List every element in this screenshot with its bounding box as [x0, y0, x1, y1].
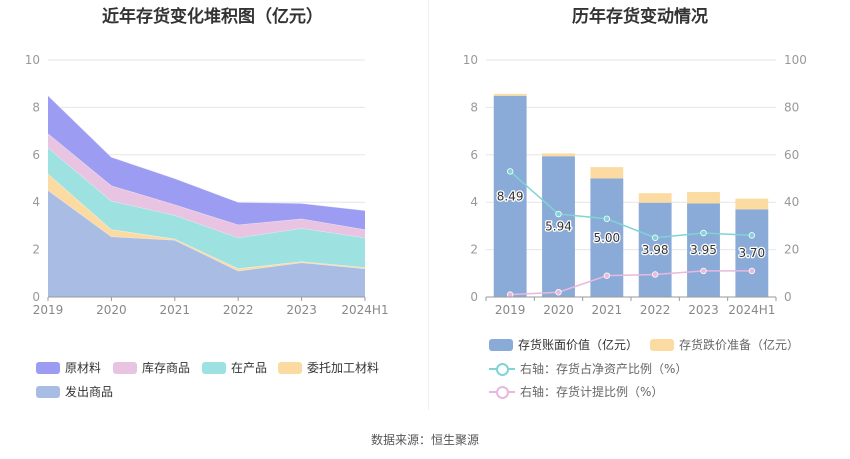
ratio-point [651, 271, 659, 278]
ratio-point [603, 215, 611, 222]
bar-value-label: 3.98 [642, 243, 669, 257]
ratio-point [748, 232, 756, 239]
y-tick-label: 2 [32, 243, 40, 257]
provision-bar [542, 153, 575, 157]
area-series [48, 190, 365, 297]
y-tick-label: 10 [25, 53, 40, 67]
y-tick-label: 0 [32, 290, 40, 304]
y-tick-label: 6 [32, 148, 40, 162]
x-tick-label: 2024H1 [728, 303, 775, 317]
book-value-bar [542, 156, 575, 297]
legend-swatch [36, 385, 60, 398]
legend-item-book-value[interactable]: 存货账面价值（亿元） [489, 336, 638, 353]
area-series [48, 95, 365, 230]
ratio-point [506, 168, 514, 175]
panel-divider [428, 0, 429, 410]
data-source-note: 数据来源：恒生聚源 [370, 433, 479, 447]
ratio-point [700, 229, 707, 237]
area-series [48, 147, 365, 269]
legend-label: 存货账面价值（亿元） [518, 338, 639, 352]
ratio-point [603, 272, 611, 279]
legend-swatch [36, 361, 60, 374]
x-tick-label: 2020 [543, 303, 574, 317]
x-tick-label: 2021 [592, 303, 623, 317]
legend-item-work-in-progress[interactable]: 在产品 [202, 359, 267, 376]
legend-line-marker [489, 385, 515, 399]
book-value-bar [735, 209, 769, 297]
x-tick-label: 2019 [33, 303, 64, 317]
inventory-bar-line-chart: 8.495.945.003.98 3.95 3.70 024681002040608… [463, 53, 807, 317]
x-tick-label: 2023 [286, 303, 317, 317]
x-tick-label: 2019 [495, 303, 526, 317]
ratio-point [700, 267, 707, 275]
bar-value-label: 5.00 [593, 231, 620, 245]
book-value-bar [493, 95, 527, 297]
y-tick-label: 2 [470, 243, 478, 257]
y2-tick-label: 60 [784, 148, 799, 162]
legend-item-provision-ratio[interactable]: 右轴：存货计提比例（%） [489, 383, 663, 400]
ratio-line [509, 170, 752, 239]
legend-item-finished-goods[interactable]: 库存商品 [113, 359, 190, 376]
y2-tick-label: 0 [784, 290, 792, 304]
legend-item-consigned-materials[interactable]: 委托加工材料 [278, 359, 379, 376]
y-tick-label: 4 [470, 195, 478, 209]
legend-label: 库存商品 [142, 361, 191, 375]
legend-swatch [113, 361, 137, 374]
y-tick-label: 8 [32, 100, 40, 114]
legend-item-goods-shipped[interactable]: 发出商品 [36, 383, 113, 400]
book-value-bar [638, 202, 672, 297]
legend-label: 原材料 [65, 361, 102, 375]
ratio-point [555, 210, 562, 218]
y-tick-label: 6 [470, 148, 478, 162]
x-tick-label: 2024H1 [341, 303, 388, 317]
bar-value-label: 3.95 [690, 243, 717, 257]
y2-tick-label: 40 [784, 195, 799, 209]
legend-line-marker [489, 362, 515, 376]
x-tick-label: 2022 [640, 303, 671, 317]
book-value-bar [687, 203, 720, 297]
ratio-point [651, 234, 659, 241]
x-tick-label: 2020 [96, 303, 127, 317]
stacked-area-chart: 0 2 4 6 8 10 2019 2020 2021 2022 2023 2024H1 [25, 53, 389, 317]
bar-value-label: 3.70 [738, 246, 765, 260]
x-tick-label: 2022 [223, 303, 254, 317]
legend-swatch [650, 338, 674, 351]
y2-tick-label: 80 [784, 100, 799, 114]
legend-item-impairment-provision[interactable]: 存货跌价准备（亿元） [650, 336, 799, 353]
legend-label: 存货跌价准备（亿元） [679, 338, 800, 352]
bar-value-label: 8.49 [497, 189, 524, 203]
provision-bar [735, 198, 769, 210]
bar-value-label: 5.94 [545, 220, 572, 234]
x-tick-label: 2023 [688, 303, 719, 317]
y2-tick-label: 100 [784, 53, 807, 67]
area-series-edge [47, 95, 366, 211]
legend-swatch [278, 361, 302, 374]
y2-tick-label: 20 [784, 243, 799, 257]
provision-bar [687, 192, 720, 204]
provision-bar [493, 93, 527, 96]
legend-label: 右轴：存货占净资产比例（%） [520, 362, 688, 376]
legend-label: 发出商品 [65, 385, 114, 399]
legend-swatch [489, 338, 513, 351]
legend-label: 在产品 [231, 361, 268, 375]
bar-chart-title: 历年存货变动情况 [572, 7, 708, 27]
y-tick-label: 8 [470, 100, 478, 114]
ratio-point [748, 267, 756, 275]
legend-item-inventory-to-net-assets[interactable]: 右轴：存货占净资产比例（%） [489, 360, 687, 377]
legend-label: 右轴：存货计提比例（%） [520, 385, 664, 399]
x-tick-label: 2021 [160, 303, 191, 317]
legend-swatch [202, 361, 226, 374]
ratio-point [555, 289, 562, 296]
legend-item-raw-materials[interactable]: 原材料 [36, 359, 101, 376]
stacked-area-chart-title: 近年存货变化堆积图（亿元） [102, 7, 323, 27]
y-tick-label: 0 [470, 290, 478, 304]
provision-bar [590, 167, 624, 179]
provision-bar [638, 193, 672, 203]
y-tick-label: 10 [463, 53, 478, 67]
y-tick-label: 4 [32, 195, 40, 209]
ratio-line [510, 270, 752, 296]
legend-label: 委托加工材料 [307, 361, 380, 375]
